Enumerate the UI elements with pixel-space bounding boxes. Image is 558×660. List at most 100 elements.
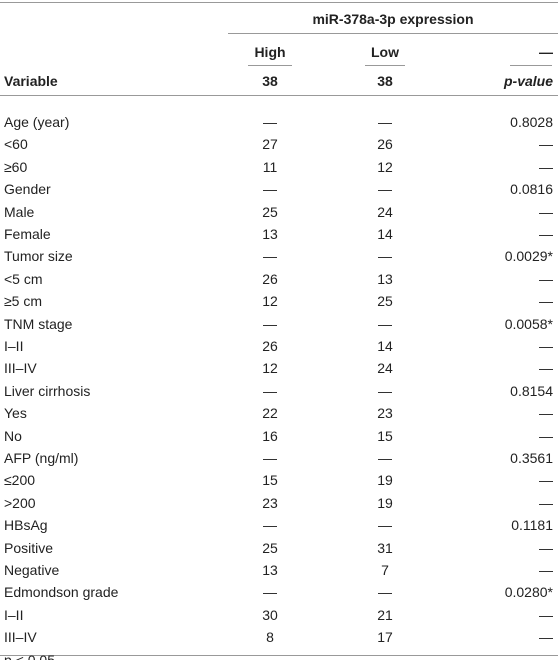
cell: 27 [262, 136, 278, 153]
row-label: <5 cm [4, 270, 43, 287]
cell: 22 [262, 405, 278, 422]
cell: 19 [377, 472, 393, 489]
cell: 13 [377, 270, 393, 287]
row-label: AFP (ng/ml) [4, 450, 79, 466]
cell: 0.1181 [511, 517, 553, 534]
cell: — [263, 450, 277, 466]
cell: — [539, 360, 553, 377]
row-label: III–IV [4, 629, 37, 646]
header-rule [0, 95, 558, 96]
row-label: Age (year) [4, 114, 70, 130]
cell: 30 [262, 606, 278, 623]
cell: 19 [377, 494, 393, 511]
cell: — [539, 203, 553, 220]
cell: — [539, 427, 553, 444]
cell: 15 [377, 427, 393, 444]
row-label: ≥5 cm [4, 293, 43, 310]
row-label: >200 [4, 494, 36, 511]
cell: — [539, 270, 553, 287]
col-rule [365, 65, 405, 66]
col-rule [510, 65, 552, 66]
cell: — [263, 315, 277, 332]
cell: 21 [377, 606, 393, 623]
row-label: I–II [4, 606, 24, 623]
cell: 24 [377, 360, 393, 377]
cell: — [539, 158, 553, 175]
row-label: Liver cirrhosis [4, 382, 91, 399]
cell: — [539, 562, 553, 578]
cell: — [539, 338, 553, 354]
cell: 12 [377, 158, 393, 175]
row-label: Positive [4, 539, 54, 556]
group-rule [228, 33, 558, 34]
cell: — [378, 114, 392, 130]
column-header: High [254, 44, 286, 60]
cell: — [263, 248, 277, 265]
row-label: ≥60 [4, 158, 28, 175]
cell: — [378, 181, 392, 198]
row-label: Male [4, 203, 35, 220]
cell: 16 [262, 427, 278, 444]
cell: — [378, 651, 392, 660]
cell: 0.0280* [504, 584, 553, 601]
row-label: TNM stage [4, 315, 73, 332]
cell: — [263, 382, 277, 399]
cell: — [378, 248, 392, 265]
row-label: p < 0.05 [4, 651, 55, 660]
row-label: No [4, 427, 22, 444]
cell: 8 [266, 629, 274, 646]
row-label: III–IV [4, 360, 37, 377]
cell: 17 [377, 629, 393, 646]
cell: — [539, 136, 553, 153]
cell: — [378, 382, 392, 399]
cell: — [539, 494, 553, 511]
top-rule [0, 2, 558, 3]
cell: — [263, 517, 277, 534]
cell: — [378, 584, 392, 601]
row-label: Edmondson grade [4, 584, 119, 601]
column-header: — [539, 44, 553, 60]
row-label: Negative [4, 562, 60, 578]
count: 38 [377, 73, 393, 89]
cell: — [539, 472, 553, 489]
cell: 0.8028 [510, 114, 553, 130]
row-label: ≤200 [4, 472, 36, 489]
cell: — [539, 606, 553, 623]
row-label: HBsAg [4, 517, 48, 534]
column-header: Variable [4, 73, 58, 89]
cell: 26 [262, 338, 278, 354]
cell: — [539, 629, 553, 646]
cell: 25 [262, 539, 278, 556]
count: 38 [262, 73, 278, 89]
p-value-header: p-value [503, 73, 553, 89]
cell: 0.0029* [504, 248, 553, 265]
row-label: I–II [4, 338, 24, 354]
cell: — [539, 293, 553, 310]
cell: — [378, 450, 392, 466]
cell: — [263, 181, 277, 198]
cell: — [539, 539, 553, 556]
cell: 23 [377, 405, 393, 422]
row-label: <60 [4, 136, 28, 153]
cell: 13 [262, 226, 278, 242]
cell: 14 [377, 338, 393, 354]
cell: 0.0816 [510, 181, 553, 198]
cell: 11 [262, 158, 278, 175]
cell: — [263, 651, 277, 660]
col-rule [248, 65, 292, 66]
cell: 23 [262, 494, 278, 511]
cell: 13 [262, 562, 278, 578]
cell: 24 [377, 203, 393, 220]
cell: — [539, 651, 553, 660]
cell: 0.3561 [510, 450, 553, 466]
bottom-rule [0, 655, 558, 656]
cell: 0.0058* [504, 315, 553, 332]
row-label: Tumor size [4, 248, 73, 265]
cell: 26 [262, 270, 278, 287]
cell: 15 [262, 472, 278, 489]
cell: 7 [381, 562, 389, 578]
cell: 25 [262, 203, 278, 220]
cell: 12 [262, 293, 278, 310]
column-header: Low [371, 44, 399, 60]
